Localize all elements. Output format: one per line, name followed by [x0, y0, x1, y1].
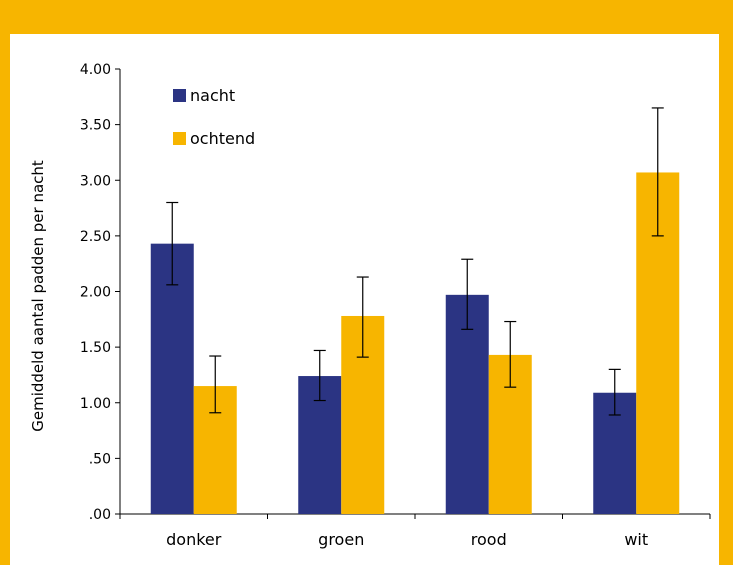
legend-label-nacht: nacht: [190, 86, 235, 105]
y-tick-label: 3.50: [80, 118, 111, 134]
legend-swatch-ochtend: [173, 132, 186, 145]
y-tick-label: 2.50: [80, 229, 111, 245]
y-tick-label: .00: [89, 507, 111, 523]
x-tick-label-donker: donker: [166, 530, 222, 549]
y-axis-title: Gemiddeld aantal padden per nacht: [29, 160, 47, 432]
y-tick-label: 1.00: [80, 396, 111, 412]
y-tick-label: 2.00: [80, 285, 111, 301]
x-tick-label-wit: wit: [624, 530, 648, 549]
x-tick-label-rood: rood: [471, 530, 507, 549]
y-tick-label: 4.00: [80, 62, 111, 78]
bar-chart: Gemiddeld aantal padden per nacht .00 .50…: [29, 62, 711, 549]
chart-panel: Gemiddeld aantal padden per nacht .00 .50…: [10, 34, 719, 565]
y-tick-label: .50: [89, 451, 111, 467]
bar-nacht-rood: [445, 294, 489, 514]
legend-label-ochtend: ochtend: [190, 129, 255, 148]
y-tick-label: 1.50: [80, 340, 111, 356]
y-tick-label: 3.00: [80, 173, 111, 189]
bar-nacht-donker: [150, 243, 194, 514]
plot-area: .00 .50 1.00 1.50 2.00 2.50 3.00 3.50 4.00 donker…: [80, 62, 711, 549]
x-tick-label-groen: groen: [318, 530, 364, 549]
legend-swatch-nacht: [173, 89, 186, 102]
